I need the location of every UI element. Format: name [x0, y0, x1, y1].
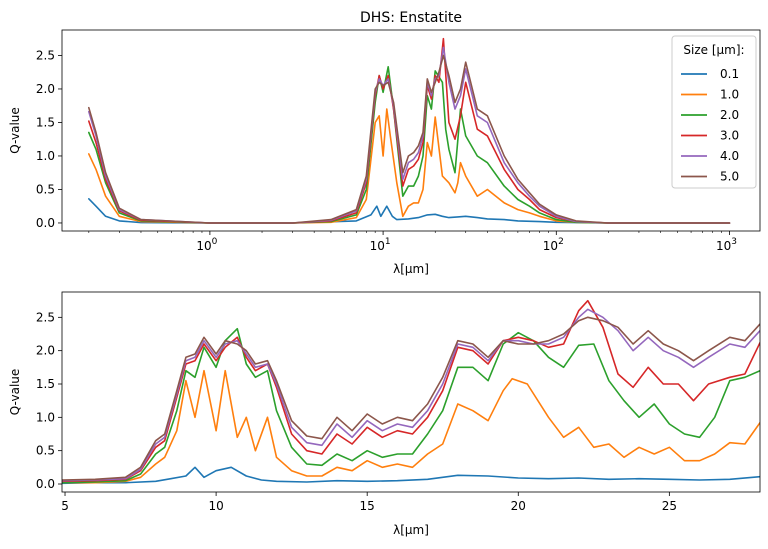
x-tick-label: 20	[511, 499, 526, 513]
y-tick-label: 2.0	[36, 344, 55, 358]
legend-entry: 2.0	[720, 108, 739, 122]
y-tick-label: 2.5	[36, 310, 55, 324]
legend-title: Size [μm]:	[683, 43, 744, 57]
series-line-5.0	[88, 54, 731, 224]
series-line-5	[62, 316, 760, 481]
legend-entry: 4.0	[720, 149, 739, 163]
legend-entry: 1.0	[720, 88, 739, 102]
legend-entry: 5.0	[720, 170, 739, 184]
series-line-4.0	[88, 46, 731, 224]
x-tick-label: 101	[370, 237, 391, 253]
y-axis-label: Q-value	[8, 107, 22, 154]
series-line-1.0	[88, 108, 731, 224]
series-line-0.1	[88, 198, 731, 224]
y-tick-label: 1.0	[36, 149, 55, 163]
series-line-2.0	[88, 66, 731, 224]
x-tick-label: 100	[196, 237, 217, 253]
series-line-2	[62, 327, 760, 484]
plot-frame	[61, 29, 761, 232]
series-line-1	[62, 369, 760, 484]
legend-entry: 0.1	[720, 67, 739, 81]
bottom-chart-panel: 0.0 0.5 1.0 1.5 2.0 2.5 5 10 15 20 25 λ[μm] Q-value	[8, 291, 761, 537]
legend: Size [μm]: 0.1 1.0 2.0 3.0 4.0 5.0	[671, 35, 757, 189]
y-tick-label: 2.5	[36, 48, 55, 62]
y-tick-label: 1.0	[36, 410, 55, 424]
series-line-4	[62, 308, 760, 482]
series-group	[88, 37, 731, 224]
y-tick-label: 0.0	[36, 477, 55, 491]
x-axis-label: λ[μm]	[393, 262, 429, 276]
plot-frame	[61, 291, 761, 493]
top-chart-panel: 0.0 0.5 1.0 1.5 2.0 2.5 100 101 102 103 λ[μm] Q-val…	[8, 29, 761, 276]
x-axis-label: λ[μm]	[393, 523, 429, 537]
legend-box	[671, 35, 757, 189]
x-tick-label: 15	[360, 499, 375, 513]
x-tick-label: 103	[716, 237, 737, 253]
y-tick-label: 2.0	[36, 82, 55, 96]
y-axis-label: Q-value	[8, 369, 22, 416]
series-group	[62, 299, 760, 485]
y-tick-label: 0.5	[36, 182, 55, 196]
series-line-3	[62, 299, 760, 483]
y-tick-label: 1.5	[36, 377, 55, 391]
legend-entry: 3.0	[720, 129, 739, 143]
y-tick-label: 0.5	[36, 444, 55, 458]
series-line-0	[62, 466, 760, 485]
series-line-3.0	[88, 37, 731, 224]
x-tick-label: 10	[208, 499, 223, 513]
y-tick-label: 0.0	[36, 216, 55, 230]
x-tick-label: 102	[543, 237, 564, 253]
x-tick-label: 5	[61, 499, 69, 513]
chart-title: DHS: Enstatite	[360, 10, 462, 26]
y-tick-label: 1.5	[36, 115, 55, 129]
x-tick-label: 25	[662, 499, 677, 513]
